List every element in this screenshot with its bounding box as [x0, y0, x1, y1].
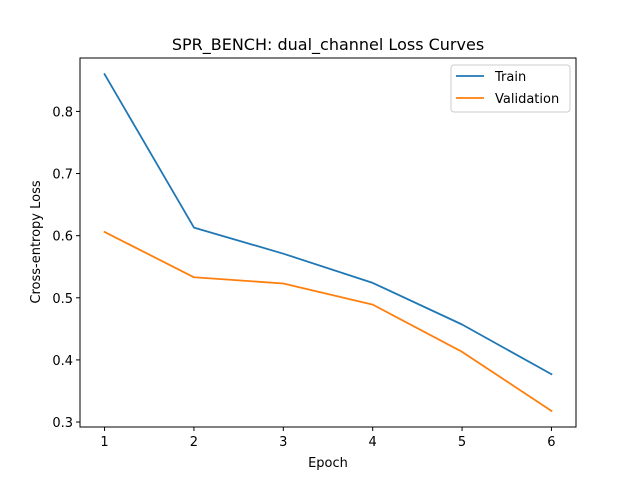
- x-tick-label: 6: [547, 435, 555, 450]
- y-axis-label: Cross-entropy Loss: [29, 180, 44, 303]
- y-tick-label: 0.7: [52, 168, 73, 183]
- legend: Train Validation: [450, 64, 571, 113]
- y-tick-label: 0.8: [52, 105, 73, 120]
- x-axis-label: Epoch: [308, 456, 348, 471]
- y-tick-label: 0.4: [52, 354, 73, 369]
- x-tick-label: 1: [100, 435, 108, 450]
- series-line-validation: [103, 230, 553, 413]
- plot-frame: [79, 57, 577, 428]
- legend-label-train: Train: [494, 70, 526, 85]
- y-tick-label: 0.6: [52, 230, 73, 245]
- series-line-train: [103, 72, 553, 376]
- x-tick-label: 5: [458, 435, 466, 450]
- chart-title: SPR_BENCH: dual_channel Loss Curves: [172, 35, 484, 55]
- legend-label-validation: Validation: [495, 92, 559, 107]
- plot-area: 1 2 3 4 5 6 0.3 0.4 0.5 0.6 0.7 0.8: [52, 72, 556, 450]
- x-tick-label: 3: [279, 435, 287, 450]
- x-tick-label: 4: [369, 435, 377, 450]
- y-tick-label: 0.5: [52, 292, 73, 307]
- x-tick-label: 2: [190, 435, 198, 450]
- y-tick-label: 0.3: [52, 416, 73, 431]
